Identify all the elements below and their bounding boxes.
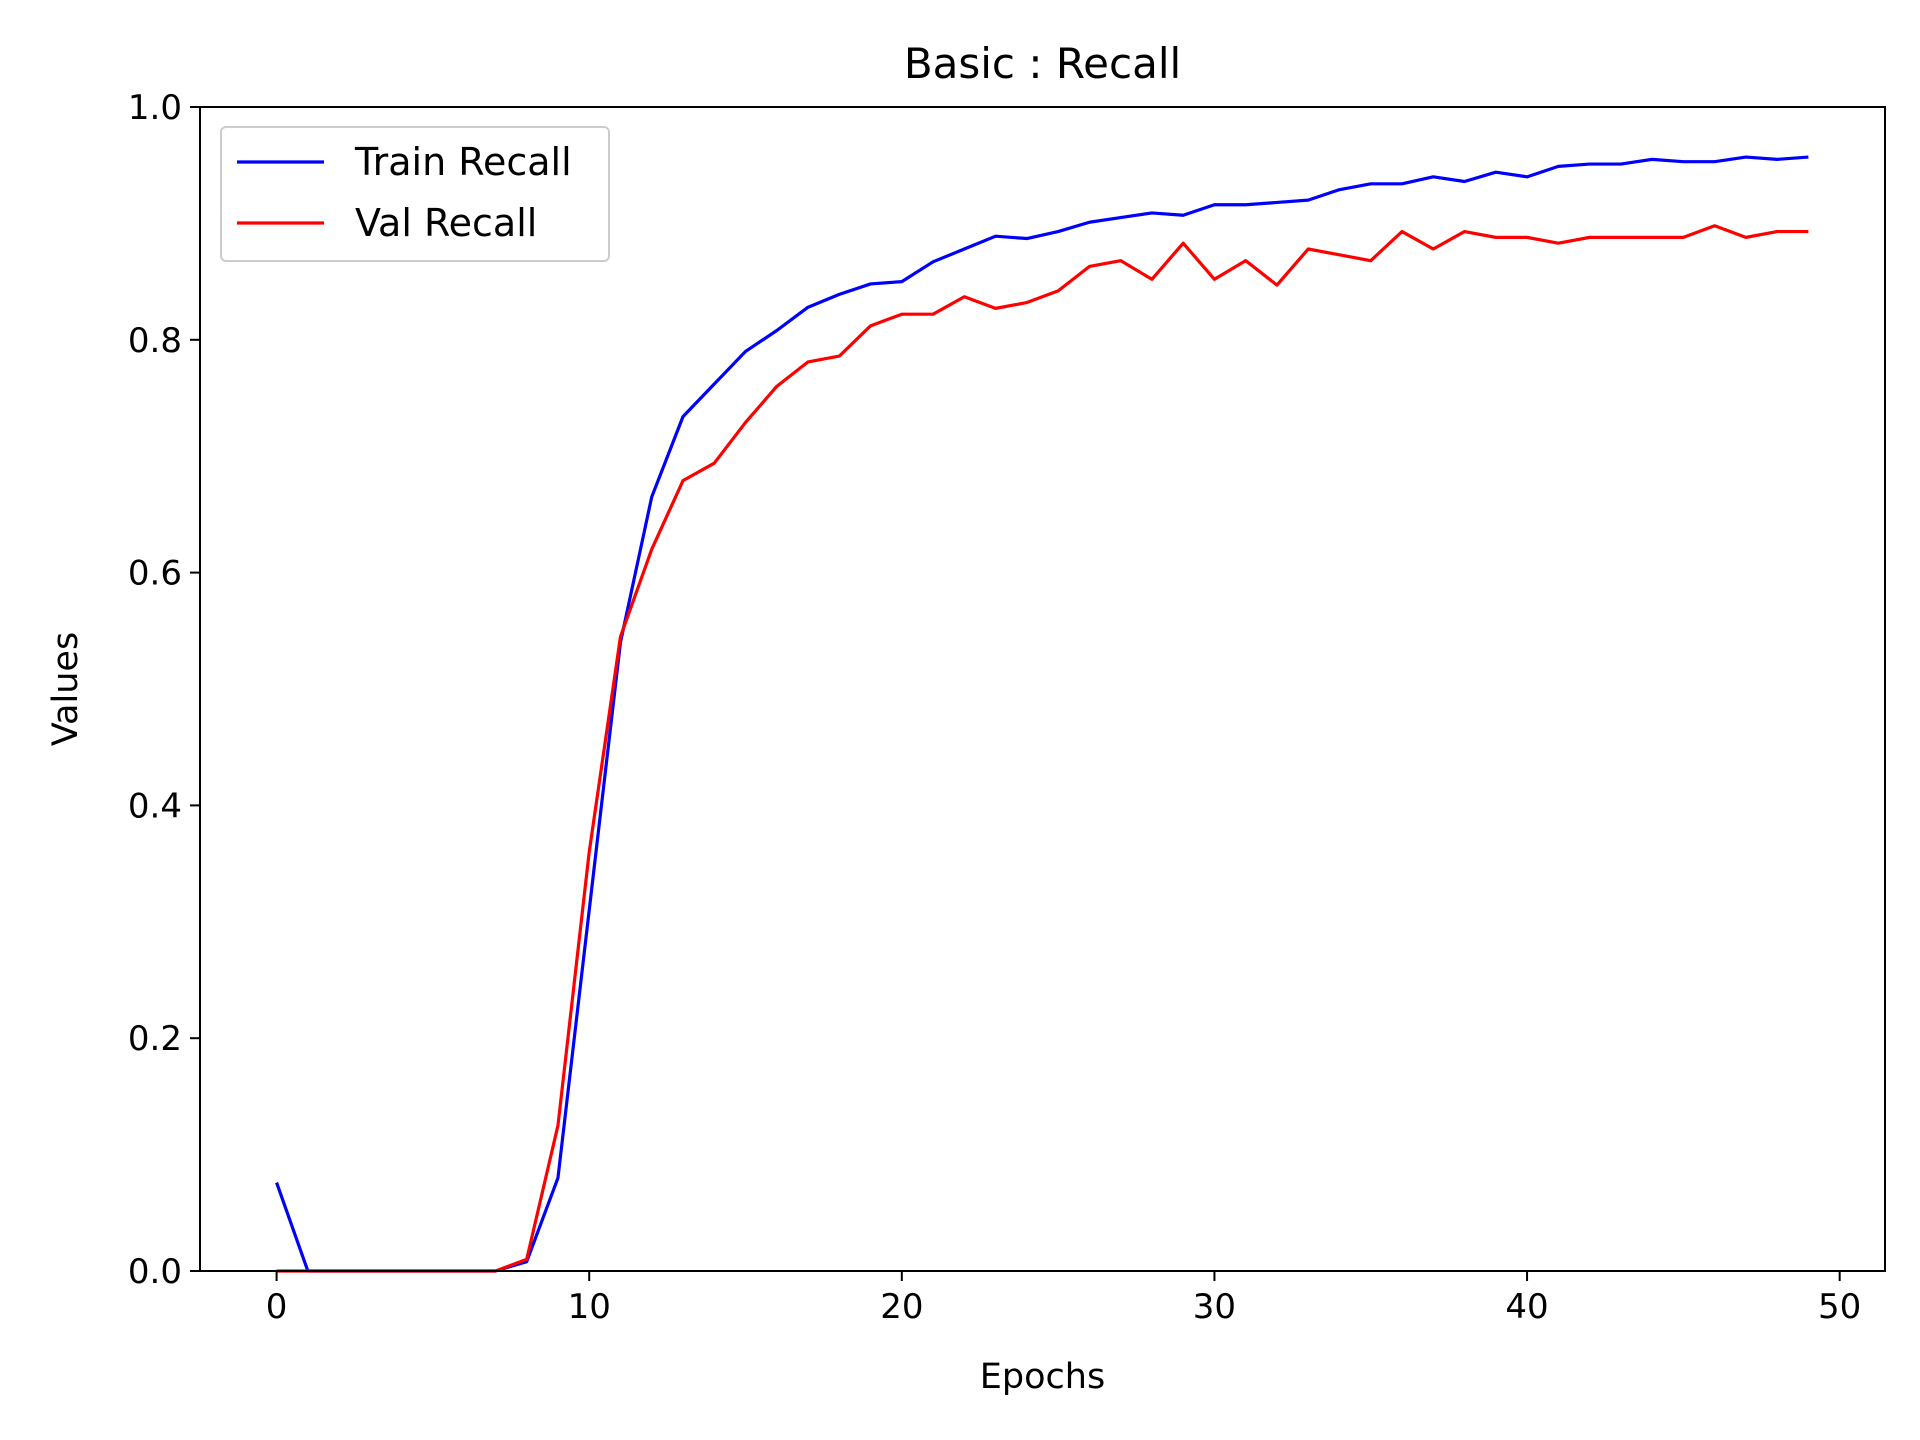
x-tick-label: 20 <box>880 1287 923 1327</box>
y-tick-label: 0.2 <box>128 1019 182 1059</box>
legend-label-val-recall: Val Recall <box>355 201 537 245</box>
chart-title: Basic : Recall <box>904 39 1181 88</box>
train-recall-line <box>275 155 1809 1273</box>
x-tick-label: 30 <box>1193 1287 1236 1327</box>
legend: Train Recall Val Recall <box>220 126 610 262</box>
x-axis-title: Epochs <box>980 1357 1105 1397</box>
series-layer <box>275 155 1809 1273</box>
x-tick-label: 0 <box>266 1287 288 1327</box>
val-recall-line <box>276 224 1809 1273</box>
x-axis-ticks: 0 10 20 30 40 50 <box>266 1271 1861 1327</box>
y-tick-label: 0.6 <box>128 554 182 594</box>
y-axis-title: Values <box>46 632 86 746</box>
y-tick-label: 0.0 <box>128 1252 182 1292</box>
legend-label-train-recall: Train Recall <box>354 140 572 184</box>
y-tick-label: 0.8 <box>128 321 182 361</box>
x-tick-label: 10 <box>568 1287 611 1327</box>
x-tick-label: 50 <box>1818 1287 1861 1327</box>
y-tick-label: 1.0 <box>128 88 182 128</box>
y-axis-ticks: 0.0 0.2 0.4 0.6 0.8 1.0 <box>128 88 200 1292</box>
y-tick-label: 0.4 <box>128 786 182 826</box>
axes-frame <box>199 106 1886 1272</box>
x-tick-label: 40 <box>1505 1287 1548 1327</box>
